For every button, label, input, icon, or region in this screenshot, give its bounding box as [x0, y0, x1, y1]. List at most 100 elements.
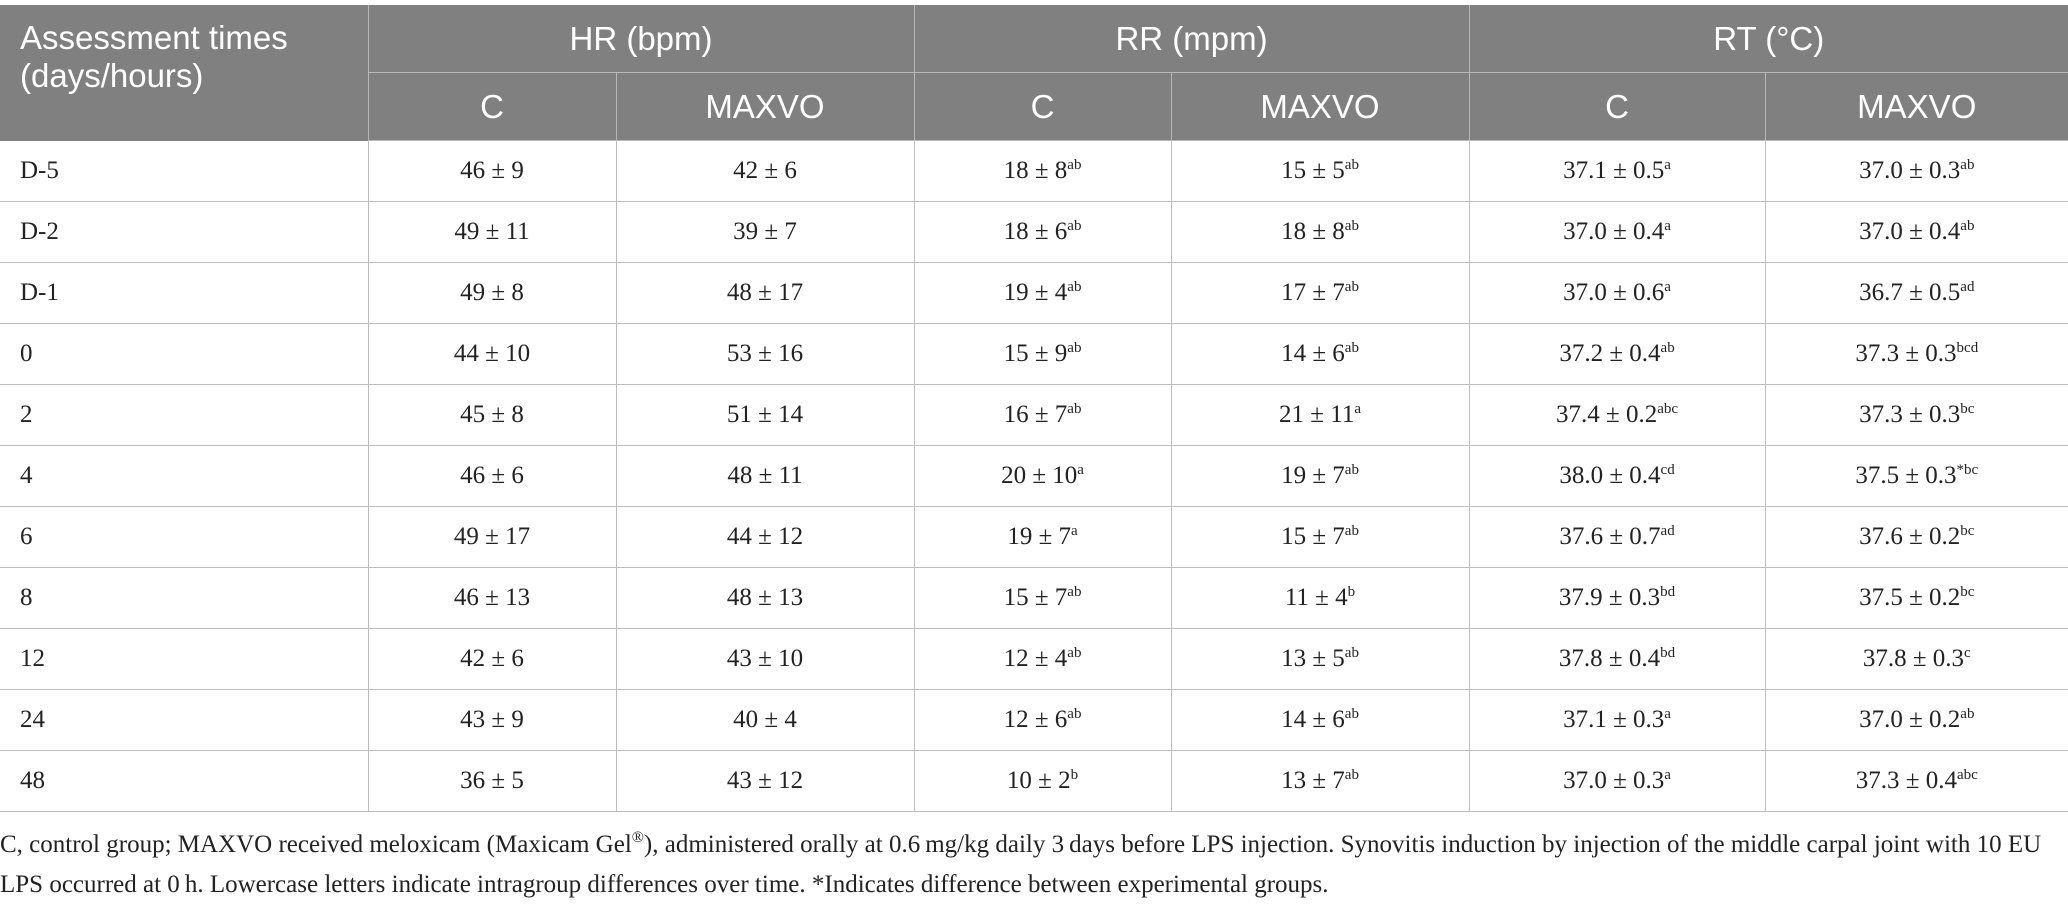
table-cell: 48 ± 13 — [616, 567, 915, 629]
cell-value: 49 ± 8 — [460, 279, 524, 306]
table-row: 4 46 ± 6 48 ± 11 20 ± 10a 19 ± 7ab 38.0 ± 0.4… — [0, 445, 2068, 507]
table-row: 12 42 ± 6 43 ± 10 12 ± 4 ab 13 ± 5ab 37.8 ± 0.… — [0, 628, 2068, 690]
cell-value: 48 ± 11 — [727, 462, 803, 489]
cell-value: 18 ± 8 — [1003, 157, 1068, 184]
cell-superscript: ab — [1067, 706, 1082, 722]
cell-value: 46 ± 9 — [460, 157, 524, 184]
cell-superscript: c — [1964, 645, 1971, 661]
cell-value: 46 ± 6 — [460, 462, 524, 489]
cell-value: 37.0 ± 0.4 — [1563, 218, 1665, 245]
cell-value: 17 ± 7 — [1281, 279, 1345, 306]
table-cell: 42 ± 6 — [616, 140, 915, 202]
table-row: 8 46 ± 13 48 ± 13 15 ± 7ab 11 ± 4b 37.9 ± 0.3… — [0, 567, 2068, 629]
cell-superscript: ab — [1067, 584, 1082, 600]
cell-superscript: ab — [1344, 523, 1359, 539]
cell-value: 37.0 ± 0.2 — [1859, 706, 1961, 733]
cell-superscript: abc — [1956, 767, 1978, 783]
row-time-label: 0 — [0, 323, 369, 385]
cell-value: 37.1 ± 0.5 — [1563, 157, 1665, 184]
table-cell: 13 ± 5ab — [1171, 628, 1470, 690]
header-subcolumn: MAXVO — [616, 72, 915, 141]
header-subcolumn: C — [914, 72, 1172, 141]
cell-value: 12 ± 4 — [1003, 645, 1068, 672]
table-cell: 21 ± 11a — [1171, 384, 1470, 446]
cell-superscript: a — [1664, 218, 1671, 234]
cell-superscript: cd — [1660, 462, 1675, 478]
cell-superscript: a — [1664, 157, 1671, 173]
cell-value: 15 ± 7 — [1003, 584, 1068, 611]
cell-superscript: bc — [1960, 401, 1975, 417]
cell-superscript: bc — [1960, 523, 1975, 539]
table-cell: 46 ± 6 — [368, 445, 617, 507]
cell-value: 42 ± 6 — [460, 645, 524, 672]
cell-value: 37.0 ± 0.6 — [1563, 279, 1665, 306]
cell-value: 38.0 ± 0.4 — [1559, 462, 1661, 489]
table-cell: 45 ± 8 — [368, 384, 617, 446]
header-assessment-times: Assessment times (days/hours) — [0, 5, 369, 141]
cell-value: 49 ± 11 — [454, 218, 530, 245]
cell-value: 43 ± 10 — [726, 645, 804, 672]
table-cell: 19 ± 4ab — [914, 262, 1172, 324]
registered-mark: ® — [631, 829, 644, 846]
cell-superscript: *bc — [1956, 462, 1979, 478]
table-cell: 14 ± 6ab — [1171, 323, 1470, 385]
table-cell: 37.1 ± 0.5a — [1469, 140, 1766, 202]
cell-superscript: ab — [1067, 218, 1082, 234]
table-cell: 48 ± 11 — [616, 445, 915, 507]
table-cell: 15 ± 9ab — [914, 323, 1172, 385]
cell-superscript: ab — [1344, 645, 1359, 661]
cell-value: 16 ± 7 — [1003, 401, 1068, 428]
cell-value: 37.9 ± 0.3 — [1558, 584, 1661, 611]
footnote-part1: C, control group; MAXVO received meloxic… — [0, 831, 632, 858]
table-cell: 37.0 ± 0.3ab — [1765, 140, 2068, 202]
table-cell: 12 ± 6ab — [914, 689, 1172, 751]
table-row: 48 36 ± 5 43 ± 12 10 ± 2b 13 ± 7ab 37.0 ± 0.3… — [0, 750, 2068, 812]
table-row: 6 49 ± 17 44 ± 12 19 ± 7a 15 ± 7ab 37.6 ± 0.7… — [0, 506, 2068, 568]
table-cell: 20 ± 10a — [914, 445, 1172, 507]
table-row: 0 44 ± 10 53 ± 16 15 ± 9ab 14 ± 6ab 37.2 ± 0.… — [0, 323, 2068, 385]
cell-value: 37.6 ± 0.2 — [1859, 523, 1961, 550]
table-cell: 15 ± 5ab — [1171, 140, 1470, 202]
cell-value: 19 ± 7 — [1281, 462, 1345, 489]
table-cell: 37.3 ± 0.3bc — [1765, 384, 2068, 446]
cell-value: 20 ± 10 — [1001, 462, 1078, 489]
cell-value: 51 ± 14 — [726, 401, 804, 428]
row-time-label: 12 — [0, 628, 369, 690]
cell-superscript: ad — [1660, 523, 1675, 539]
table-cell: 17 ± 7ab — [1171, 262, 1470, 324]
cell-superscript: abc — [1657, 401, 1679, 417]
cell-value: 14 ± 6 — [1281, 340, 1345, 367]
table-cell: 13 ± 7ab — [1171, 750, 1470, 812]
cell-value: 13 ± 7 — [1281, 767, 1345, 794]
cell-superscript: bd — [1660, 645, 1676, 661]
table-cell: 37.0 ± 0.3a — [1469, 750, 1766, 812]
cell-superscript: ab — [1344, 340, 1359, 356]
cell-value: 13 ± 5 — [1281, 645, 1345, 672]
header-subcolumn: MAXVO — [1171, 72, 1470, 141]
table-cell: 37.0 ± 0.6a — [1469, 262, 1766, 324]
cell-value: 15 ± 7 — [1281, 523, 1345, 550]
header-group-rt: RT (°C) — [1469, 5, 2068, 73]
table-cell: 37.8 ± 0.4bd — [1469, 628, 1766, 690]
table-cell: 46 ± 9 — [368, 140, 617, 202]
cell-superscript: ab — [1960, 218, 1975, 234]
header-group-rr: RR (mpm) — [914, 5, 1470, 73]
row-time-label: D-2 — [0, 201, 369, 263]
table-cell: 18 ± 8ab — [914, 140, 1172, 202]
cell-value: 11 ± 4 — [1284, 584, 1348, 611]
cell-value: 37.3 ± 0.3 — [1859, 401, 1961, 428]
table-cell: 37.4 ± 0.2abc — [1469, 384, 1766, 446]
table-cell: 36 ± 5 — [368, 750, 617, 812]
cell-superscript: bc — [1960, 584, 1975, 600]
header-group-hr: HR (bpm) — [368, 5, 915, 73]
table-cell: 49 ± 8 — [368, 262, 617, 324]
results-table: Assessment times (days/hours) HR (bpm) R… — [0, 5, 2068, 812]
cell-value: 14 ± 6 — [1281, 706, 1345, 733]
cell-value: 53 ± 16 — [726, 340, 804, 367]
table-cell: 42 ± 6 — [368, 628, 617, 690]
cell-value: 39 ± 7 — [733, 218, 797, 245]
cell-value: 37.1 ± 0.3 — [1563, 706, 1665, 733]
table-cell: 49 ± 17 — [368, 506, 617, 568]
cell-value: 37.4 ± 0.2 — [1555, 401, 1658, 428]
cell-superscript: ad — [1960, 279, 1975, 295]
